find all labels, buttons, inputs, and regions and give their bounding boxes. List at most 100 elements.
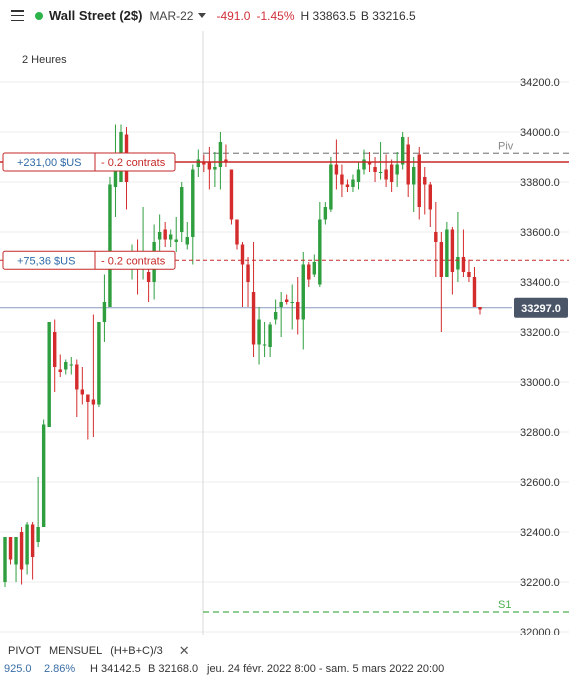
close-icon[interactable]: ✕ bbox=[178, 643, 190, 658]
candle-body bbox=[373, 167, 377, 172]
candle-body bbox=[191, 169, 195, 237]
candle-body bbox=[378, 172, 383, 173]
candle-body bbox=[146, 272, 151, 282]
candle-body bbox=[406, 144, 410, 185]
candle-body bbox=[257, 319, 261, 345]
y-tick-label: 32400.0 bbox=[520, 527, 560, 539]
candle-body bbox=[340, 174, 344, 185]
candle-body bbox=[461, 257, 466, 272]
candle-body bbox=[290, 302, 294, 303]
footer-range-pct: 2.86% bbox=[44, 663, 76, 675]
candle-body bbox=[351, 179, 355, 187]
price-chart[interactable]: 32000.0 32200.0 32400.0 32600.0 32800.0 33000… bbox=[0, 31, 569, 635]
candle-body bbox=[445, 229, 449, 277]
candle-body bbox=[229, 169, 234, 220]
candle-body bbox=[218, 142, 223, 167]
y-tick-label: 34000.0 bbox=[520, 127, 560, 139]
candle-body bbox=[356, 169, 361, 182]
footer-date-range: jeu. 24 févr. 2022 8:00 - sam. 5 mars 20… bbox=[207, 663, 445, 675]
y-tick-label: 33000.0 bbox=[520, 377, 560, 389]
candle-body bbox=[478, 307, 482, 310]
y-tick-label: 32000.0 bbox=[520, 627, 560, 635]
candle-body bbox=[207, 162, 212, 170]
position-tag[interactable]: +231,00 $US - 0.2 contrats bbox=[2, 152, 176, 172]
position-tag[interactable]: +75,36 $US - 0.2 contrats bbox=[2, 250, 176, 270]
candle-body bbox=[47, 322, 51, 427]
candle-body bbox=[412, 167, 416, 185]
footer-range-high: H 34142.5 bbox=[90, 663, 141, 675]
y-tick-label: 33800.0 bbox=[520, 177, 560, 189]
y-tick-label: 32600.0 bbox=[520, 477, 560, 489]
position-pnl: +75,36 $US bbox=[17, 255, 75, 267]
candle-body bbox=[362, 159, 366, 170]
position-tag-box bbox=[2, 152, 176, 172]
instrument-header: Wall Street (2$) MAR-22 -491.0 -1.45% H … bbox=[0, 0, 569, 31]
candle-body bbox=[14, 537, 18, 565]
price-change-percent: -1.45% bbox=[256, 8, 295, 23]
candle-body bbox=[417, 154, 421, 207]
candle-body bbox=[97, 322, 101, 405]
timeframe-label: 2 Heures bbox=[22, 54, 67, 66]
candle-body bbox=[472, 277, 477, 307]
candle-body bbox=[75, 364, 79, 390]
candle-body bbox=[273, 312, 278, 320]
candle-body bbox=[58, 369, 62, 372]
candle-body bbox=[456, 257, 460, 270]
candle-body bbox=[224, 159, 228, 162]
candle-body bbox=[318, 219, 322, 285]
candle-body bbox=[25, 524, 29, 565]
candle-body bbox=[323, 207, 328, 220]
candle-body bbox=[251, 292, 256, 345]
price-change: -491.0 bbox=[216, 8, 251, 23]
hamburger-menu-icon[interactable] bbox=[11, 10, 24, 21]
candle-body bbox=[3, 537, 7, 582]
candle-body bbox=[246, 264, 250, 282]
candle-body bbox=[180, 187, 184, 232]
instrument-title[interactable]: Wall Street (2$) bbox=[49, 8, 143, 23]
candle-body bbox=[434, 232, 438, 242]
candle-body bbox=[439, 242, 444, 277]
candle-body bbox=[400, 137, 405, 165]
candle-body bbox=[157, 232, 162, 240]
candle-body bbox=[389, 164, 394, 182]
contract-selector[interactable]: MAR-22 bbox=[149, 8, 194, 23]
candle-body bbox=[185, 237, 189, 245]
candle-body bbox=[41, 424, 46, 527]
pivot-level-label: Piv bbox=[498, 140, 514, 152]
candle-body bbox=[64, 362, 68, 370]
position-pnl: +231,00 $US bbox=[17, 157, 82, 169]
indicator-formula: (H+B+C)/3 bbox=[110, 645, 163, 657]
current-price-label: 33297.0 bbox=[521, 303, 561, 315]
y-tick-label: 34200.0 bbox=[520, 77, 560, 89]
footer-range-low: B 32168.0 bbox=[148, 663, 199, 675]
y-tick-label: 33200.0 bbox=[520, 327, 560, 339]
candle-body bbox=[163, 229, 167, 240]
candle-body bbox=[174, 239, 178, 242]
candle-body bbox=[301, 264, 305, 320]
candle-body bbox=[168, 234, 173, 240]
candle-body bbox=[36, 527, 40, 542]
candle-body bbox=[296, 302, 300, 320]
indicator-name: PIVOT bbox=[8, 645, 42, 657]
indicator-period: MENSUEL bbox=[49, 645, 103, 657]
y-tick-label: 32800.0 bbox=[520, 427, 560, 439]
candle-body bbox=[8, 537, 13, 560]
candle-body bbox=[52, 332, 57, 367]
position-size: - 0.2 contrats bbox=[101, 157, 166, 169]
candle-body bbox=[113, 164, 118, 187]
candle-body bbox=[235, 219, 239, 245]
chevron-down-icon[interactable] bbox=[198, 13, 207, 18]
candle-body bbox=[467, 272, 471, 277]
candle-body bbox=[262, 344, 267, 346]
candle-body bbox=[19, 532, 24, 570]
y-tick-label: 33600.0 bbox=[520, 227, 560, 239]
session-low: B 33216.5 bbox=[360, 8, 416, 23]
y-tick-label: 33400.0 bbox=[520, 277, 560, 289]
candle-body bbox=[240, 244, 245, 265]
candle-body bbox=[345, 184, 350, 187]
candle-body bbox=[108, 184, 112, 307]
candle-body bbox=[202, 162, 206, 165]
candle-body bbox=[196, 159, 201, 167]
candle-body bbox=[213, 167, 217, 170]
indicator-footer: PIVOT MENSUEL (H+B+C)/3 ✕ 925.0 2.86% H … bbox=[0, 635, 569, 678]
